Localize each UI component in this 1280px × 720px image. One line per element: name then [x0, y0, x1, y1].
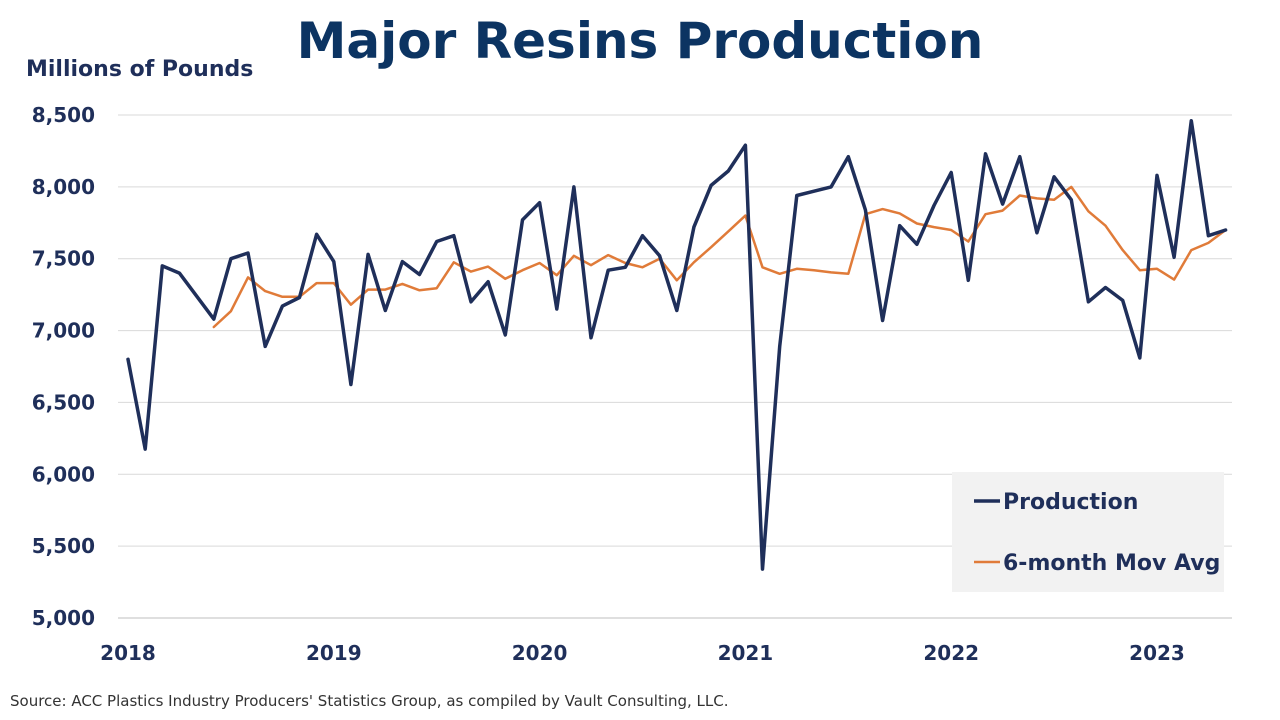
source-note: Source: ACC Plastics Industry Producers'… — [10, 692, 729, 710]
y-tick-label: 7,500 — [32, 247, 95, 271]
series-line-production — [126, 118, 1228, 571]
y-axis-label: Millions of Pounds — [26, 57, 254, 82]
y-tick-label: 6,000 — [32, 462, 95, 486]
legend-background — [952, 472, 1224, 592]
x-tick-label: 2020 — [512, 641, 568, 665]
legend-label-moving-average: 6-month Mov Avg — [1003, 551, 1220, 576]
x-tick-label: 2021 — [718, 641, 774, 665]
legend-label-production: Production — [1003, 490, 1138, 515]
y-tick-label: 5,500 — [32, 534, 95, 558]
gridlines — [118, 114, 1232, 619]
y-tick-label: 8,500 — [32, 103, 95, 127]
y-tick-label: 5,000 — [32, 606, 95, 630]
series-lines — [126, 118, 1228, 571]
line-chart: 5,000 5,500 6,000 6,500 7,000 7,500 8,000 8,500… — [32, 103, 1232, 665]
y-tick-label: 8,000 — [32, 175, 95, 199]
legend: Production 6-month Mov Avg — [952, 472, 1224, 592]
y-tick-label: 6,500 — [32, 390, 95, 414]
x-tick-label: 2022 — [923, 641, 979, 665]
x-tick-label: 2019 — [306, 641, 362, 665]
y-axis-ticks: 5,000 5,500 6,000 6,500 7,000 7,500 8,000 8,500 — [32, 103, 95, 630]
series-line-moving-average — [212, 185, 1227, 329]
x-tick-label: 2023 — [1129, 641, 1185, 665]
chart-title: Major Resins Production — [296, 12, 984, 70]
x-axis-ticks: 2018 2019 2020 2021 2022 2023 — [100, 641, 1185, 665]
y-tick-label: 7,000 — [32, 319, 95, 343]
x-tick-label: 2018 — [100, 641, 156, 665]
